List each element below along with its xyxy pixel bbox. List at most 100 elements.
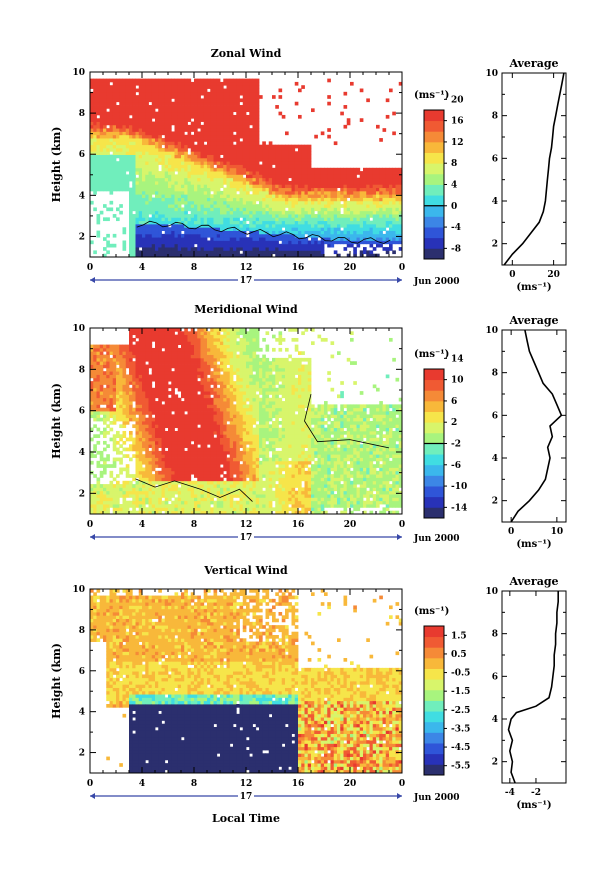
heatmap-cell: [99, 401, 104, 405]
heatmap-cell: [145, 401, 149, 405]
heatmap-cell: [119, 184, 123, 189]
heatmap-cell: [122, 111, 127, 116]
heatmap-cell: [129, 167, 133, 172]
heatmap-cell: [359, 118, 364, 122]
heatmap-cell: [226, 124, 231, 129]
heatmap-cell: [255, 105, 260, 109]
heatmap-cell: [93, 121, 97, 126]
heatmap-cell: [96, 460, 101, 465]
heatmap-cell: [190, 250, 195, 255]
heatmap-cell: [288, 200, 292, 205]
heatmap-cell: [226, 138, 231, 142]
heatmap-cell: [151, 394, 156, 399]
heatmap-cell: [203, 217, 208, 222]
heatmap-cell: [161, 464, 166, 468]
heatmap-cell: [148, 167, 153, 172]
heatmap-cell: [132, 91, 136, 96]
heatmap-cell: [249, 95, 253, 99]
heatmap-cell: [164, 177, 169, 182]
heatmap-cell: [194, 118, 198, 122]
heatmap-cell: [320, 223, 325, 228]
heatmap-cell: [220, 81, 224, 86]
heatmap-cell: [145, 118, 149, 122]
heatmap-cell: [275, 177, 279, 182]
heatmap-cell: [145, 210, 149, 215]
heatmap-cell: [392, 237, 396, 241]
heatmap-cell: [184, 95, 188, 99]
heatmap-cell: [190, 210, 195, 215]
heatmap-cell: [242, 138, 247, 142]
heatmap-cell: [203, 177, 208, 182]
heatmap-cell: [168, 217, 172, 222]
heatmap-cell: [385, 190, 390, 195]
heatmap-cell: [213, 151, 218, 155]
heatmap-cell: [168, 227, 172, 231]
heatmap-cell: [161, 457, 166, 462]
heatmap-cell: [233, 217, 237, 222]
heatmap-cell: [103, 427, 107, 432]
heatmap-cell: [226, 243, 231, 248]
heatmap-cell: [203, 197, 208, 202]
heatmap-cell: [151, 124, 156, 129]
heatmap-cell: [233, 200, 237, 205]
heatmap-cell: [164, 497, 169, 502]
heatmap-cell: [242, 230, 247, 235]
heatmap-cell: [285, 223, 289, 228]
heatmap-cell: [132, 98, 136, 103]
heatmap-cell: [246, 181, 250, 185]
heatmap-cell: [262, 220, 266, 225]
heatmap-cell: [190, 167, 195, 172]
heatmap-cell: [90, 171, 94, 175]
heatmap-cell: [148, 177, 153, 182]
heatmap-cell: [99, 371, 104, 375]
heatmap-cell: [330, 223, 335, 228]
heatmap-cell: [210, 151, 214, 155]
heatmap-cell: [132, 128, 136, 132]
heatmap-cell: [181, 141, 185, 146]
heatmap-cell: [171, 85, 175, 89]
heatmap-cell: [135, 220, 140, 225]
heatmap-cell: [148, 95, 153, 99]
heatmap-cell: [350, 171, 354, 175]
heatmap-cell: [122, 367, 127, 372]
heatmap-cell: [122, 124, 127, 129]
heatmap-cell: [369, 227, 374, 231]
heatmap-cell: [194, 187, 198, 192]
colorbar-tick-label: 4: [451, 181, 457, 191]
heatmap-cell: [155, 243, 159, 248]
heatmap-cell: [200, 157, 205, 162]
heatmap-cell: [220, 200, 224, 205]
heatmap-cell: [285, 220, 289, 225]
heatmap-cell: [311, 167, 315, 172]
heatmap-cell: [135, 138, 140, 142]
heatmap-cell: [161, 124, 166, 129]
heatmap-cell: [148, 351, 153, 355]
heatmap-cell: [145, 114, 149, 119]
heatmap-cell: [151, 157, 156, 162]
heatmap-cell: [138, 78, 143, 83]
heatmap-cell: [161, 374, 166, 379]
heatmap-cell: [317, 177, 322, 182]
heatmap-cell: [259, 247, 263, 251]
heatmap-cell: [109, 401, 114, 405]
heatmap-cell: [132, 447, 136, 452]
heatmap-cell: [359, 250, 364, 255]
heatmap-cell: [161, 128, 166, 132]
heatmap-cell: [213, 108, 218, 113]
heatmap-cell: [161, 444, 166, 448]
heatmap-cell: [249, 187, 253, 192]
heatmap-cell: [207, 167, 211, 172]
heatmap-cell: [151, 227, 156, 231]
heatmap-cell: [324, 167, 328, 172]
heatmap-cell: [353, 174, 357, 179]
heatmap-cell: [106, 454, 110, 458]
heatmap-cell: [132, 177, 136, 182]
heatmap-cell: [99, 347, 104, 352]
heatmap-cell: [116, 118, 120, 122]
heatmap-cell: [291, 207, 296, 212]
heatmap-cell: [294, 210, 299, 215]
heatmap-cell: [236, 250, 240, 255]
heatmap-cell: [320, 233, 325, 238]
heatmap-cell: [311, 217, 315, 222]
heatmap-cell: [96, 81, 101, 86]
